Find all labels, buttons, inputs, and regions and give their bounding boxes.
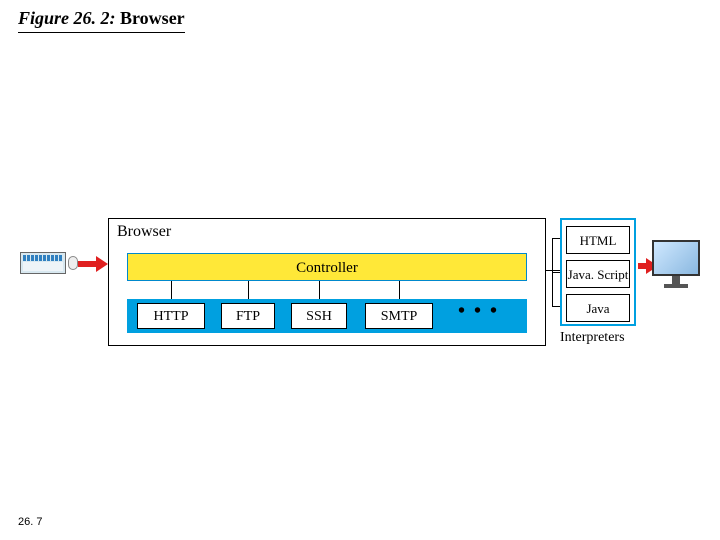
protocol-box: FTP (221, 303, 275, 329)
browser-box: Browser Controller HTTP FTP SSH SMTP (108, 218, 546, 346)
interpreter-label: Java. Script (568, 267, 629, 282)
connector-line (248, 281, 249, 299)
connector-line (552, 306, 560, 307)
connector-line (552, 272, 560, 273)
protocol-box: SSH (291, 303, 347, 329)
controller-box: Controller (127, 253, 527, 281)
protocol-label: SSH (306, 309, 332, 324)
connector-line (546, 270, 560, 271)
browser-diagram: Browser Controller HTTP FTP SSH SMTP • •… (20, 210, 700, 370)
connector-line (171, 281, 172, 299)
interpreters-box: HTML Java. Script Java (560, 218, 636, 326)
interpreter-label: HTML (580, 233, 617, 248)
interpreter-label: Java (586, 301, 609, 316)
connector-line (319, 281, 320, 299)
figure-name: Browser (116, 8, 185, 28)
page-number: 26. 7 (18, 516, 42, 528)
protocol-box: SMTP (365, 303, 433, 329)
interpreter-item: HTML (566, 226, 630, 254)
keyboard-icon (20, 252, 80, 280)
protocol-box: HTTP (137, 303, 205, 329)
connector-line (552, 238, 560, 239)
monitor-icon (652, 240, 700, 290)
title-underline (18, 32, 185, 33)
protocol-label: SMTP (381, 309, 418, 324)
interpreter-item: Java (566, 294, 630, 322)
connector-line (399, 281, 400, 299)
figure-title: Figure 26. 2: Browser (18, 8, 185, 29)
interpreters-label: Interpreters (560, 330, 625, 346)
browser-label: Browser (117, 223, 171, 241)
ellipsis: • • • (458, 300, 499, 323)
interpreter-item: Java. Script (566, 260, 630, 288)
protocol-label: FTP (236, 309, 260, 324)
protocol-label: HTTP (154, 309, 189, 324)
figure-label: Figure 26. 2: (18, 8, 116, 28)
controller-label: Controller (296, 260, 358, 276)
